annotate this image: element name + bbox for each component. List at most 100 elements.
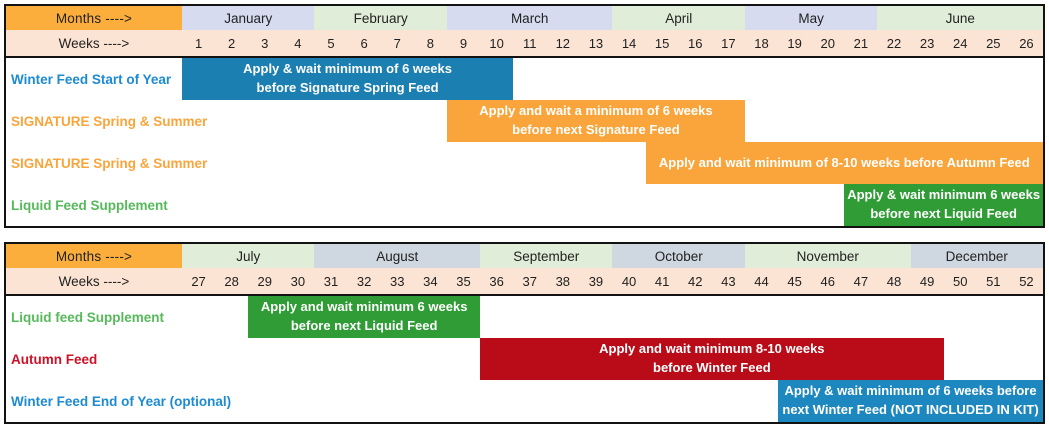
week-cell-22: 22 bbox=[886, 35, 902, 51]
weeks-header-label: Weeks ----> bbox=[58, 35, 130, 51]
week-cell-28: 28 bbox=[224, 273, 239, 289]
week-cell-47: 47 bbox=[853, 273, 869, 289]
week-cell-21: 21 bbox=[853, 35, 869, 51]
bar-text-line: Apply & wait minimum of 6 weeks bbox=[243, 61, 452, 77]
row-label-liquid-feed-supplement: Liquid feed Supplement bbox=[11, 309, 165, 325]
week-cell-42: 42 bbox=[688, 273, 703, 289]
week-cell-30: 30 bbox=[290, 273, 306, 289]
bar-text-line: before Winter Feed bbox=[653, 360, 771, 375]
week-cell-35: 35 bbox=[456, 273, 471, 289]
row-label-signature-spring-summer: SIGNATURE Spring & Summer bbox=[11, 155, 208, 171]
bar-text-line: Apply and wait a minimum of 6 weeks bbox=[479, 103, 713, 119]
week-cell-38: 38 bbox=[555, 273, 571, 289]
week-cell-7: 7 bbox=[393, 35, 401, 51]
bar-text-line: before next Liquid Feed bbox=[290, 318, 438, 333]
week-cell-27: 27 bbox=[191, 273, 206, 289]
weeks-row: Weeks ----> 27 28 29 30 31 32 33 34 35 36 37 38 39 40 4… bbox=[6, 268, 1043, 296]
row-label-autumn-feed: Autumn Feed bbox=[11, 351, 98, 367]
months-row: Months ----> July August September October No… bbox=[6, 244, 1043, 268]
week-cell-19: 19 bbox=[787, 35, 802, 51]
bar-winter-feed-start-of-year: Apply & wait minimum of 6 weeks before Si… bbox=[182, 58, 514, 100]
row-label-signature-spring-summer: SIGNATURE Spring & Summer bbox=[11, 113, 208, 129]
bar-winter-feed-end-of-year-optional: Apply & wait minimum of 6 weeks before ne… bbox=[778, 380, 1043, 422]
week-cell-50: 50 bbox=[952, 273, 968, 289]
bar-liquid-feed-supplement: Apply and wait minimum 6 weeks before nex… bbox=[248, 296, 481, 338]
bar-text-line: before Signature Spring Feed bbox=[256, 80, 439, 95]
month-cell-july: July bbox=[182, 244, 315, 268]
week-cell-52: 52 bbox=[1019, 273, 1034, 289]
week-cell-39: 39 bbox=[588, 273, 604, 289]
bar-signature-spring-summer: Apply and wait a minimum of 6 weeks befor… bbox=[446, 100, 745, 142]
week-cell-20: 20 bbox=[820, 35, 835, 51]
week-cell-41: 41 bbox=[654, 273, 670, 289]
month-cell-april: April bbox=[612, 6, 745, 30]
week-cell-23: 23 bbox=[919, 35, 935, 51]
week-cell-10: 10 bbox=[489, 35, 504, 51]
week-cell-25: 25 bbox=[986, 35, 1001, 51]
week-cell-48: 48 bbox=[886, 273, 902, 289]
bar-liquid-feed-supplement: Apply & wait minimum 6 weeks before next … bbox=[844, 184, 1043, 226]
month-cell-september: September bbox=[480, 244, 613, 268]
week-cell-36: 36 bbox=[489, 273, 504, 289]
weeks-header-label: Weeks ----> bbox=[58, 273, 130, 289]
week-cell-51: 51 bbox=[986, 273, 1001, 289]
months-header-label: Months ----> bbox=[6, 6, 182, 30]
week-cell-6: 6 bbox=[360, 35, 368, 51]
week-cell-31: 31 bbox=[323, 273, 339, 289]
week-cell-2: 2 bbox=[228, 35, 236, 51]
week-cell-15: 15 bbox=[654, 35, 670, 51]
week-cell-46: 46 bbox=[820, 273, 835, 289]
week-cell-11: 11 bbox=[522, 35, 537, 51]
weeks-row: Weeks ----> 1 2 3 4 5 6 7 8 9 10 11 12 13 14 15 16 17 18 19… bbox=[6, 30, 1043, 58]
week-cell-4: 4 bbox=[294, 35, 302, 51]
row-label-winter-feed-start-of-year: Winter Feed Start of Year bbox=[11, 71, 172, 87]
month-cell-february: February bbox=[314, 6, 447, 30]
schedule-row-winter-feed-end-of-year-optional: Winter Feed End of Year (optional) Apply … bbox=[6, 380, 1043, 422]
week-cell-33: 33 bbox=[390, 273, 405, 289]
month-cell-may: May bbox=[744, 6, 878, 30]
bar-text-line: before next Liquid Feed bbox=[870, 206, 1017, 221]
month-cell-november: November bbox=[744, 244, 911, 268]
schedule-row-signature-spring-summer: SIGNATURE Spring & Summer Apply and wait … bbox=[6, 142, 1043, 184]
week-cell-34: 34 bbox=[423, 273, 438, 289]
week-cell-8: 8 bbox=[426, 35, 434, 51]
schedule-row-liquid-feed-supplement: Liquid Feed Supplement Apply & wait minim… bbox=[6, 184, 1043, 226]
bar-text-line: next Winter Feed (NOT INCLUDED IN KIT) bbox=[782, 402, 1039, 417]
week-cell-40: 40 bbox=[621, 273, 637, 289]
week-cell-18: 18 bbox=[754, 35, 769, 51]
week-cell-13: 13 bbox=[588, 35, 604, 51]
week-cell-5: 5 bbox=[327, 35, 335, 51]
week-cell-1: 1 bbox=[194, 35, 203, 51]
week-cell-9: 9 bbox=[459, 35, 468, 51]
months-header-label: Months ----> bbox=[6, 244, 182, 268]
month-cell-march: March bbox=[446, 6, 613, 30]
month-cell-january: January bbox=[182, 6, 315, 30]
week-cell-43: 43 bbox=[721, 273, 736, 289]
months-row: Months ----> January February March April May… bbox=[6, 6, 1043, 30]
bar-text-line: Apply & wait minimum 6 weeks bbox=[847, 187, 1041, 203]
week-cell-32: 32 bbox=[356, 273, 372, 289]
week-cell-49: 49 bbox=[919, 273, 935, 289]
schedule-row-autumn-feed: Autumn Feed Apply and wait minimum 8-10 w… bbox=[6, 338, 1043, 380]
month-cell-august: August bbox=[314, 244, 481, 268]
row-label-winter-feed-end-of-year-optional: Winter Feed End of Year (optional) bbox=[11, 393, 232, 409]
bar-text-line: Apply and wait minimum of 8-10 weeks bef… bbox=[658, 154, 1030, 170]
week-cell-12: 12 bbox=[555, 35, 571, 51]
week-cell-37: 37 bbox=[522, 273, 537, 289]
month-cell-october: October bbox=[612, 244, 745, 268]
bar-autumn-feed: Apply and wait minimum 8-10 weeks before … bbox=[480, 338, 944, 380]
week-cell-17: 17 bbox=[721, 35, 736, 51]
bar-text-line: Apply and wait minimum 6 weeks bbox=[260, 299, 468, 315]
bar-signature-spring-summer: Apply and wait minimum of 8-10 weeks bef… bbox=[645, 142, 1043, 184]
bar-text-line: Apply and wait minimum 8-10 weeks bbox=[599, 341, 825, 357]
month-cell-june: June bbox=[877, 6, 1043, 30]
schedule-table-second-half: Months ----> July August September October No… bbox=[4, 242, 1045, 424]
week-cell-29: 29 bbox=[257, 273, 273, 289]
week-cell-14: 14 bbox=[621, 35, 637, 51]
week-cell-24: 24 bbox=[952, 35, 968, 51]
week-cell-45: 45 bbox=[787, 273, 802, 289]
week-cell-3: 3 bbox=[261, 35, 269, 51]
bar-text-line: before next Signature Feed bbox=[512, 122, 680, 137]
week-cell-26: 26 bbox=[1019, 35, 1034, 51]
